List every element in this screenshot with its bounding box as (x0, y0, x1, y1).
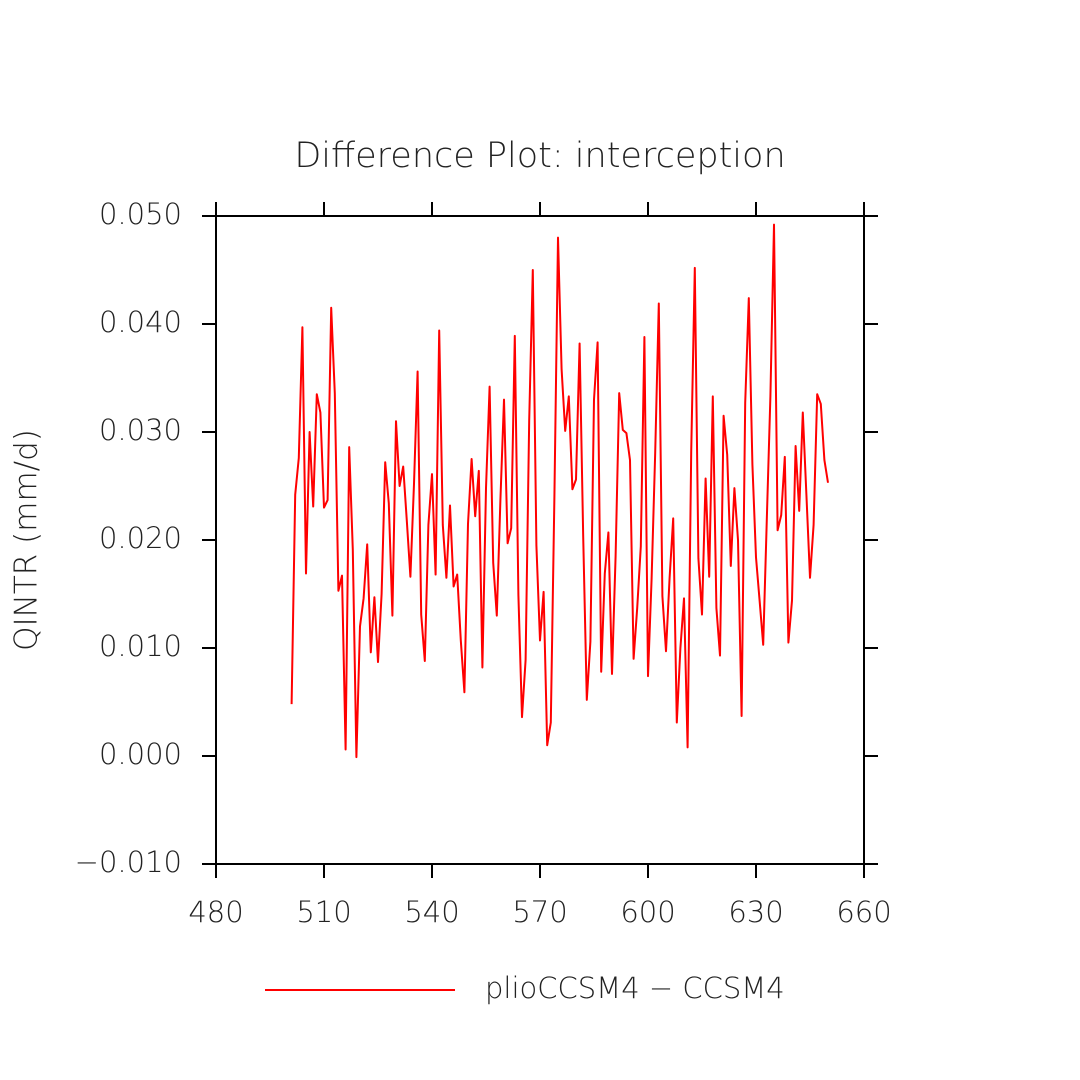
x-tick-label: 570 (512, 895, 567, 929)
y-tick-label: 0.010 (99, 629, 182, 663)
chart-title: Difference Plot: interception (294, 136, 785, 176)
x-tick-label: 660 (836, 895, 891, 929)
x-tick-label: 600 (620, 895, 675, 929)
legend-label: plioCCSM4 − CCSM4 (485, 971, 785, 1005)
y-tick-label: −0.010 (75, 845, 182, 879)
y-axis-label: QINTR (mm/d) (9, 429, 45, 651)
data-line (290, 223, 829, 759)
x-tick-label: 510 (296, 895, 351, 929)
y-tick-label: 0.000 (99, 737, 182, 771)
x-tick-label: 630 (728, 895, 783, 929)
y-tick-label: 0.040 (99, 305, 182, 339)
x-tick-label: 540 (404, 895, 459, 929)
y-tick-label: 0.020 (99, 521, 182, 555)
y-tick-label: 0.050 (99, 197, 182, 231)
x-tick-label: 480 (188, 895, 243, 929)
y-tick-label: 0.030 (99, 413, 182, 447)
